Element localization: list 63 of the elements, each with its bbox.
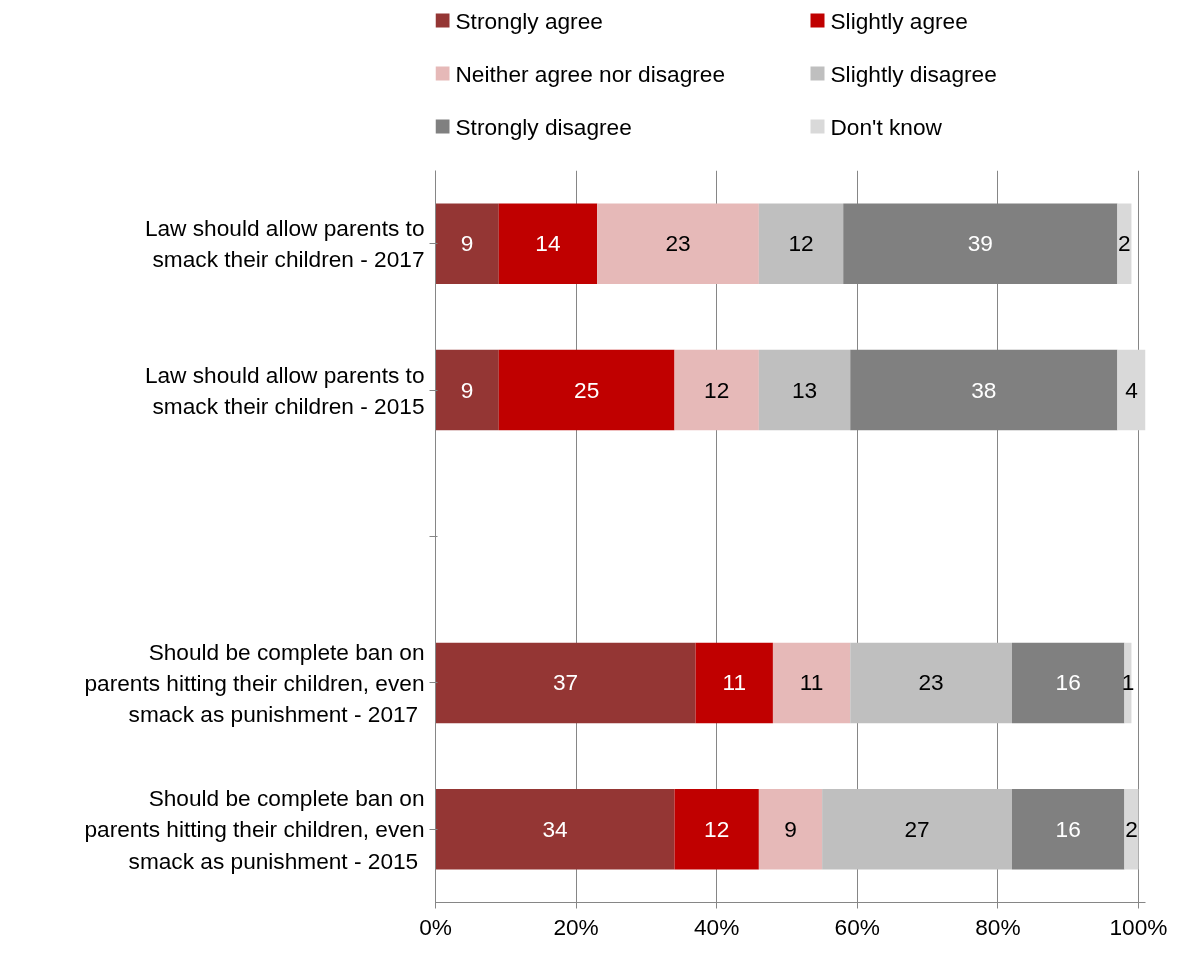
data-label: 23 (918, 669, 944, 696)
legend-label: Slightly agree (830, 7, 968, 34)
y-tick-label: Law should allow parents to smack their children - 2015 (144, 361, 425, 419)
bar (850, 349, 1118, 431)
bar (498, 203, 598, 284)
data-label: 23 (665, 230, 691, 257)
bar (1011, 642, 1125, 724)
data-label: 2 (1125, 815, 1138, 842)
data-label: 9 (784, 815, 797, 842)
bar (850, 642, 1012, 724)
bar (435, 642, 696, 724)
bar (758, 203, 844, 284)
bar (695, 642, 773, 724)
x-tick-label: 0% (419, 913, 452, 940)
data-label: 16 (1055, 815, 1081, 842)
x-tick-label: 40% (694, 913, 740, 940)
bar (597, 203, 759, 284)
bar (674, 789, 759, 870)
data-label: 37 (552, 669, 579, 696)
bar (772, 642, 851, 724)
bar (435, 203, 499, 284)
legend-label: Neither agree nor disagree (455, 60, 726, 87)
data-label: 2 (1118, 230, 1131, 257)
x-tick-label: 80% (975, 913, 1021, 940)
data-label: 9 (460, 376, 474, 403)
legend-label: Strongly agree (455, 7, 603, 34)
y-tick-label: Should be complete ban on parents hitting their children, even smack as punishment - 2017 (84, 638, 425, 728)
data-label: 38 (971, 376, 997, 403)
bar (674, 349, 759, 431)
bar (758, 789, 823, 870)
data-label: 9 (460, 230, 474, 257)
data-label: 11 (722, 669, 747, 696)
bar (1124, 789, 1139, 870)
data-label: 27 (904, 815, 930, 842)
data-label: 12 (704, 376, 730, 403)
data-label: 14 (535, 230, 561, 257)
y-tick-label: Law should allow parents to smack their children - 2017 (144, 215, 425, 273)
x-tick-label: 60% (834, 913, 880, 940)
bar (758, 349, 851, 431)
data-label: 39 (967, 230, 993, 257)
data-label: 1 (1121, 669, 1135, 696)
x-tick-label: 20% (553, 913, 599, 940)
data-label: 16 (1055, 669, 1081, 696)
bar (1117, 349, 1146, 431)
legend-label: Slightly disagree (830, 60, 997, 87)
data-label: 4 (1125, 376, 1138, 403)
x-tick-label: 100% (1109, 913, 1168, 940)
bar (822, 789, 1012, 870)
bar (435, 789, 675, 870)
bar (435, 349, 499, 431)
bar (1117, 203, 1132, 284)
legend-label: Don't know (830, 113, 943, 140)
data-label: 34 (542, 815, 568, 842)
data-label: 25 (574, 376, 600, 403)
bar (498, 349, 675, 431)
data-label: 11 (799, 669, 824, 696)
data-label: 13 (791, 376, 818, 403)
y-tick-label: Should be complete ban on parents hitting their children, even smack as punishment - 2015 (84, 785, 425, 874)
legend-label: Strongly disagree (455, 113, 632, 140)
bar (843, 203, 1118, 284)
data-label: 12 (788, 230, 814, 257)
bar (1011, 789, 1125, 870)
data-label: 12 (704, 815, 730, 842)
